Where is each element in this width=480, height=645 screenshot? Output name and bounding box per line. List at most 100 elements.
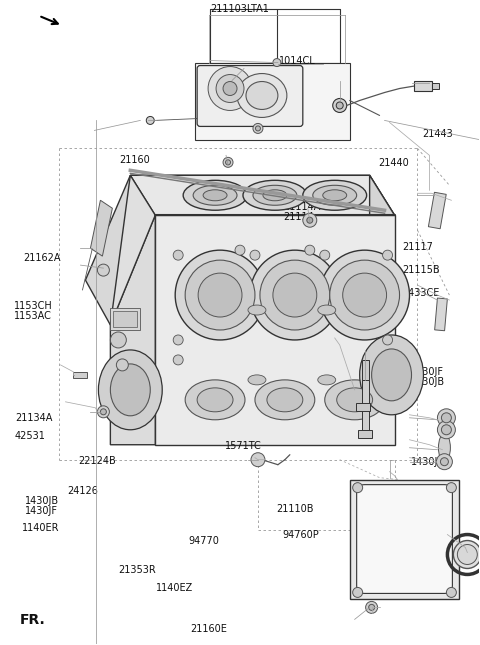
Text: 21160: 21160 <box>120 155 150 165</box>
Circle shape <box>437 421 456 439</box>
Ellipse shape <box>360 335 423 415</box>
Ellipse shape <box>336 388 372 412</box>
Text: 21440: 21440 <box>378 158 408 168</box>
Circle shape <box>250 250 260 260</box>
Circle shape <box>320 250 330 260</box>
Circle shape <box>235 245 245 255</box>
Circle shape <box>383 355 393 365</box>
Circle shape <box>330 260 399 330</box>
Circle shape <box>173 335 183 345</box>
Text: 1140EZ: 1140EZ <box>156 582 193 593</box>
Circle shape <box>436 453 452 470</box>
Ellipse shape <box>110 364 150 416</box>
Circle shape <box>226 160 230 165</box>
Circle shape <box>255 126 261 131</box>
Text: 1433CE: 1433CE <box>403 288 440 298</box>
Polygon shape <box>90 200 112 256</box>
Circle shape <box>260 260 330 330</box>
Text: 1430JB: 1430JB <box>411 377 445 388</box>
Circle shape <box>320 250 409 340</box>
Text: 21353R: 21353R <box>118 565 156 575</box>
Bar <box>350 480 459 599</box>
Ellipse shape <box>313 185 357 205</box>
Circle shape <box>223 81 237 95</box>
Ellipse shape <box>255 380 315 420</box>
Bar <box>110 308 140 330</box>
Circle shape <box>110 332 126 348</box>
Bar <box>415 81 432 90</box>
Bar <box>73 372 87 378</box>
Ellipse shape <box>454 541 480 568</box>
Polygon shape <box>195 63 350 141</box>
Circle shape <box>446 588 456 597</box>
Polygon shape <box>370 175 395 445</box>
Circle shape <box>185 260 255 330</box>
Ellipse shape <box>318 375 336 385</box>
Ellipse shape <box>372 349 411 401</box>
Circle shape <box>383 250 393 260</box>
Ellipse shape <box>267 388 303 412</box>
Circle shape <box>273 273 317 317</box>
Ellipse shape <box>98 350 162 430</box>
Circle shape <box>333 99 347 112</box>
Text: 21134A: 21134A <box>15 413 52 422</box>
Bar <box>361 360 369 405</box>
Bar <box>428 192 446 229</box>
Circle shape <box>303 213 317 227</box>
Bar <box>432 83 439 88</box>
Bar <box>356 403 370 411</box>
Text: 94760P: 94760P <box>282 530 319 540</box>
Text: 1430JF: 1430JF <box>24 506 58 516</box>
FancyBboxPatch shape <box>357 484 452 593</box>
Circle shape <box>307 217 313 223</box>
Circle shape <box>173 355 183 365</box>
Ellipse shape <box>325 380 384 420</box>
Ellipse shape <box>203 190 227 201</box>
Circle shape <box>253 123 263 134</box>
Text: 21110B: 21110B <box>276 504 313 514</box>
Text: 1153CH: 1153CH <box>14 301 53 311</box>
Circle shape <box>208 66 252 110</box>
Circle shape <box>442 413 451 422</box>
Ellipse shape <box>237 74 287 117</box>
Ellipse shape <box>248 305 266 315</box>
Polygon shape <box>130 175 395 215</box>
Ellipse shape <box>323 190 347 201</box>
Ellipse shape <box>457 544 477 564</box>
Text: 21443: 21443 <box>422 129 453 139</box>
Text: 21162A: 21162A <box>24 253 61 263</box>
Text: 1153AC: 1153AC <box>14 311 52 321</box>
FancyBboxPatch shape <box>197 66 303 126</box>
Text: 1430JC: 1430JC <box>411 457 445 466</box>
Circle shape <box>353 482 363 493</box>
Circle shape <box>223 157 233 167</box>
Circle shape <box>336 102 343 109</box>
Text: FR.: FR. <box>20 613 46 627</box>
Ellipse shape <box>193 185 237 205</box>
Circle shape <box>343 273 386 317</box>
Text: 21160E: 21160E <box>191 624 228 634</box>
Bar <box>113 311 137 327</box>
Polygon shape <box>110 175 155 325</box>
Polygon shape <box>130 175 395 215</box>
Ellipse shape <box>246 81 278 110</box>
Ellipse shape <box>438 433 450 462</box>
Polygon shape <box>85 175 155 325</box>
Text: 24126: 24126 <box>68 486 98 496</box>
Circle shape <box>116 359 128 371</box>
Circle shape <box>198 273 242 317</box>
Ellipse shape <box>253 185 297 205</box>
Text: 21114: 21114 <box>283 212 314 222</box>
Ellipse shape <box>243 181 307 210</box>
Circle shape <box>305 245 315 255</box>
Ellipse shape <box>183 181 247 210</box>
Text: 94770: 94770 <box>189 537 219 546</box>
Circle shape <box>353 588 363 597</box>
Text: 1140ER: 1140ER <box>22 524 60 533</box>
Circle shape <box>251 453 265 467</box>
Circle shape <box>100 409 107 415</box>
Text: 21115B: 21115B <box>403 264 440 275</box>
Text: 1430JF: 1430JF <box>411 367 444 377</box>
Circle shape <box>437 409 456 427</box>
Circle shape <box>442 425 451 435</box>
